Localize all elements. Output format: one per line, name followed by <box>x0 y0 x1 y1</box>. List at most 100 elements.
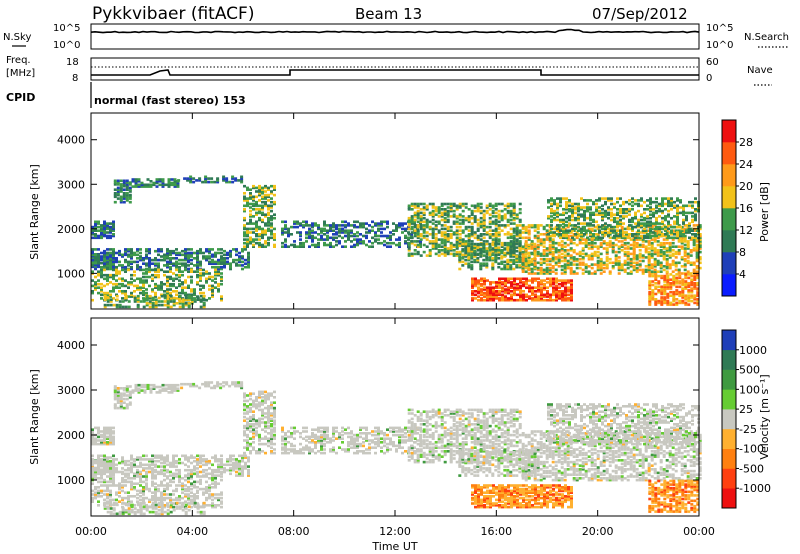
data-cell <box>103 293 106 297</box>
data-cell <box>106 437 109 440</box>
data-cell <box>670 216 673 220</box>
data-cell <box>464 227 468 231</box>
data-cell <box>443 250 447 254</box>
data-cell <box>550 234 553 238</box>
data-cell <box>656 261 660 265</box>
data-cell <box>598 231 601 234</box>
data-cell <box>656 259 660 263</box>
data-cell <box>160 284 163 288</box>
data-cell <box>563 245 567 248</box>
data-cell <box>670 197 673 200</box>
data-cell <box>686 252 690 256</box>
data-cell <box>112 430 115 433</box>
data-cell <box>623 236 627 240</box>
data-cell <box>509 240 513 243</box>
data-cell <box>540 281 543 284</box>
data-cell <box>590 227 594 231</box>
data-cell <box>163 255 166 258</box>
data-cell <box>452 243 456 247</box>
data-cell <box>667 236 670 240</box>
data-cell <box>199 288 202 291</box>
data-cell <box>595 209 598 213</box>
data-cell <box>172 290 175 293</box>
data-cell <box>659 252 663 256</box>
data-cell <box>143 385 147 389</box>
data-cell <box>458 229 462 232</box>
data-cell <box>181 303 185 307</box>
data-cell <box>222 177 226 180</box>
data-cell <box>507 290 510 293</box>
data-cell <box>243 245 246 248</box>
data-cell <box>192 180 196 184</box>
data-cell <box>491 253 495 257</box>
data-cell <box>536 272 540 275</box>
data-cell <box>610 211 613 215</box>
data-cell <box>140 181 144 185</box>
data-cell <box>196 249 199 253</box>
data-cell <box>613 213 616 216</box>
data-cell <box>112 265 115 269</box>
colorbar-tick-label: 20 <box>739 180 753 193</box>
data-cell <box>249 415 252 419</box>
data-cell <box>680 265 684 268</box>
data-cell <box>158 183 162 187</box>
data-cell <box>125 192 129 195</box>
data-cell <box>527 263 531 266</box>
data-cell <box>546 290 549 293</box>
data-cell <box>261 392 264 395</box>
data-cell <box>552 293 555 297</box>
data-cell <box>113 396 117 399</box>
data-cell <box>599 225 603 229</box>
data-cell <box>130 260 133 264</box>
data-cell <box>193 300 197 303</box>
data-cell <box>660 298 664 301</box>
data-cell <box>518 208 522 211</box>
data-cell <box>178 300 182 303</box>
data-cell <box>637 204 640 208</box>
data-cell <box>580 234 583 238</box>
data-cell <box>650 227 654 231</box>
data-cell <box>109 290 112 293</box>
data-cell <box>506 260 510 264</box>
data-cell <box>604 213 607 216</box>
data-cell <box>595 225 598 229</box>
data-cell <box>471 293 474 297</box>
data-cell <box>581 261 585 265</box>
data-cell <box>500 249 504 253</box>
y-tick-label: 1000 <box>57 267 85 280</box>
data-cell <box>572 249 576 252</box>
data-cell <box>458 255 462 258</box>
data-cell <box>482 220 486 224</box>
data-cell <box>246 202 249 206</box>
data-cell <box>258 423 261 426</box>
data-cell <box>592 233 595 236</box>
data-cell <box>103 291 106 295</box>
data-cell <box>641 268 645 272</box>
data-cell <box>698 257 702 261</box>
data-cell <box>643 216 646 220</box>
data-cell <box>628 208 631 211</box>
data-cell <box>116 390 120 394</box>
data-cell <box>154 257 157 260</box>
data-cell <box>628 209 631 213</box>
data-cell <box>258 403 261 406</box>
data-cell <box>679 233 682 236</box>
data-cell <box>575 272 579 275</box>
data-cell <box>596 261 600 265</box>
data-cell <box>270 236 273 240</box>
data-cell <box>249 426 252 430</box>
data-cell <box>504 277 507 281</box>
data-cell <box>220 275 223 279</box>
data-cell <box>607 234 610 238</box>
data-cell <box>449 229 453 232</box>
data-cell <box>255 200 258 204</box>
data-cell <box>486 295 489 298</box>
data-cell <box>115 294 119 298</box>
data-cell <box>480 279 483 282</box>
data-cell <box>374 234 377 238</box>
data-cell <box>558 290 561 293</box>
data-cell <box>623 254 627 257</box>
data-cell <box>634 213 637 216</box>
data-cell <box>252 399 255 403</box>
data-cell <box>464 216 468 220</box>
